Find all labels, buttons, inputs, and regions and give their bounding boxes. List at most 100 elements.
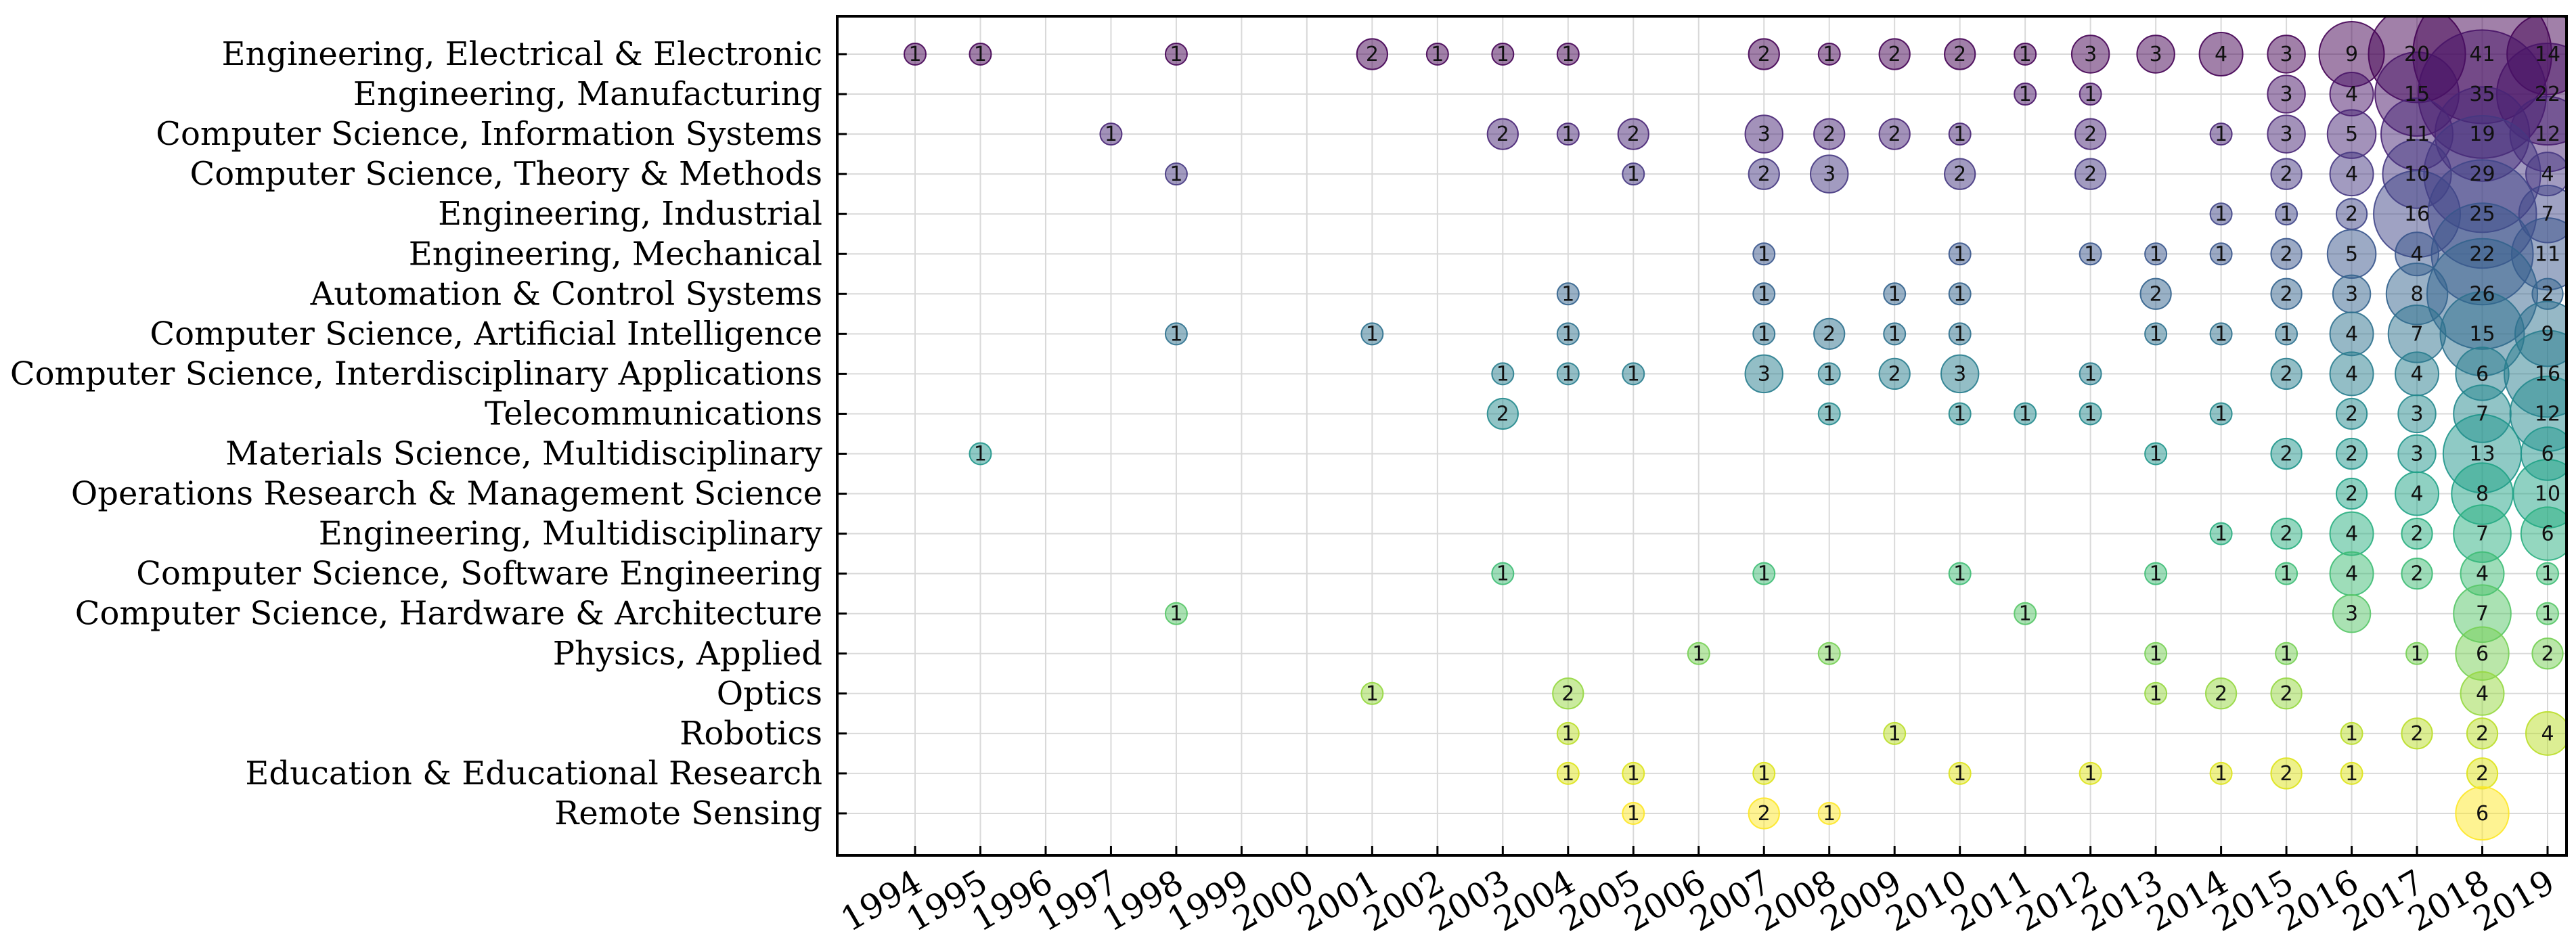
bubble-label: 1 (2084, 242, 2097, 266)
bubble-label: 2 (1496, 402, 1509, 426)
bubble (2270, 158, 2303, 190)
y-tick-label: Education & Educational Research (245, 755, 822, 792)
bubble-label: 15 (2404, 83, 2430, 106)
bubble-label: 2 (1823, 122, 1836, 146)
bubble (1878, 357, 1911, 390)
bubble-label: 7 (2476, 602, 2489, 626)
bubble-label: 2 (2280, 522, 2293, 546)
bubble (2275, 322, 2299, 346)
bubble-label: 6 (2541, 443, 2554, 466)
bubble-label: 1 (2345, 722, 2358, 746)
bubble-label: 2 (2215, 682, 2227, 706)
bubble-label: 6 (2476, 802, 2489, 826)
bubble (2079, 362, 2102, 386)
bubble (2209, 202, 2233, 226)
bubble-label: 1 (1823, 362, 1836, 386)
bubble (2536, 562, 2559, 585)
bubble-label: 22 (2535, 83, 2560, 106)
bubble-label: 4 (2410, 483, 2423, 506)
bubble (2340, 721, 2363, 745)
bubble-label: 4 (2410, 362, 2423, 386)
bubble-label: 1 (2019, 43, 2032, 66)
bubble-label: 2 (1758, 802, 1771, 826)
bubble (1883, 322, 1907, 346)
bubble (1748, 158, 1780, 190)
bubble (2079, 242, 2102, 266)
bubble-label: 1 (2541, 562, 2554, 586)
bubble-label: 4 (2345, 162, 2358, 186)
bubble (2267, 74, 2306, 114)
bubble-label: 10 (2404, 162, 2430, 186)
bubble-label: 4 (2345, 562, 2358, 586)
bubble-label: 1 (1953, 282, 1966, 306)
bubble-label: 7 (2541, 202, 2554, 226)
bubble-label: 1 (1953, 322, 1966, 346)
bubble (2209, 402, 2233, 426)
bubble-label: 14 (2535, 43, 2560, 66)
bubble (1556, 721, 1580, 745)
bubble (1491, 43, 1515, 66)
bubble (2270, 517, 2303, 550)
bubble-label: 1 (1561, 122, 1574, 146)
bubble (1617, 118, 1649, 150)
bubble (1556, 282, 1580, 306)
bubble (1944, 38, 1976, 70)
bubble-label: 2 (2280, 362, 2293, 386)
bubble (1878, 118, 1911, 150)
bubble-label: 1 (1758, 762, 1771, 786)
plot-frame (836, 15, 2568, 857)
bubble-label: 1 (1953, 242, 1966, 266)
bubble-label: 22 (2469, 242, 2495, 266)
bubble (1948, 562, 1972, 585)
bubble-label: 2 (1627, 122, 1640, 146)
bubble-label: 1 (1692, 642, 1705, 666)
bubble (2395, 471, 2440, 516)
bubble (1883, 721, 1907, 745)
bubble-label: 2 (2541, 642, 2554, 666)
bubble (1552, 677, 1584, 710)
bubble-label: 3 (2345, 602, 2358, 626)
bubble (2531, 637, 2564, 670)
bubble (2270, 757, 2303, 790)
bubble-label: 1 (2280, 642, 2293, 666)
bubble (1360, 681, 1384, 705)
bubble (1556, 322, 1580, 346)
bubble (1948, 122, 1972, 146)
bubble (1556, 43, 1580, 66)
bubble (1556, 761, 1580, 785)
bubble-label: 1 (2150, 443, 2162, 466)
bubble-label: 41 (2469, 43, 2495, 66)
bubble-label: 1 (1627, 362, 1640, 386)
bubble (2270, 277, 2303, 310)
bubble (2136, 35, 2175, 74)
bubble-label: 2 (2084, 122, 2097, 146)
bubble (2340, 761, 2363, 785)
bubble-label: 1 (1561, 322, 1574, 346)
bubble (2525, 711, 2567, 756)
bubble-label: 1 (1758, 282, 1771, 306)
bubble (2329, 152, 2374, 197)
bubble (2209, 761, 2233, 785)
bubble-label: 1 (2215, 322, 2227, 346)
bubble (1813, 317, 1846, 350)
bubble-label: 12 (2535, 122, 2560, 146)
bubble (1817, 801, 1841, 825)
bubble-label: 25 (2469, 202, 2495, 226)
bubble-label: 5 (2345, 242, 2358, 266)
bubble (2270, 357, 2303, 390)
bubble (2014, 83, 2037, 106)
bubble (1752, 322, 1776, 346)
bubble-label: 7 (2476, 522, 2489, 546)
y-tick-label: Materials Science, Multidisciplinary (225, 435, 822, 473)
bubble (2144, 322, 2168, 346)
bubble (1948, 242, 1972, 266)
bubble (1356, 38, 1388, 70)
bubble (2329, 351, 2374, 397)
bubble (1883, 282, 1907, 306)
bubble (1752, 282, 1776, 306)
bubble-label: 1 (1758, 562, 1771, 586)
bubble-label: 35 (2469, 83, 2495, 106)
bubble (1622, 761, 1645, 785)
bubble (1360, 322, 1384, 346)
y-tick-label: Engineering, Manufacturing (353, 75, 822, 113)
